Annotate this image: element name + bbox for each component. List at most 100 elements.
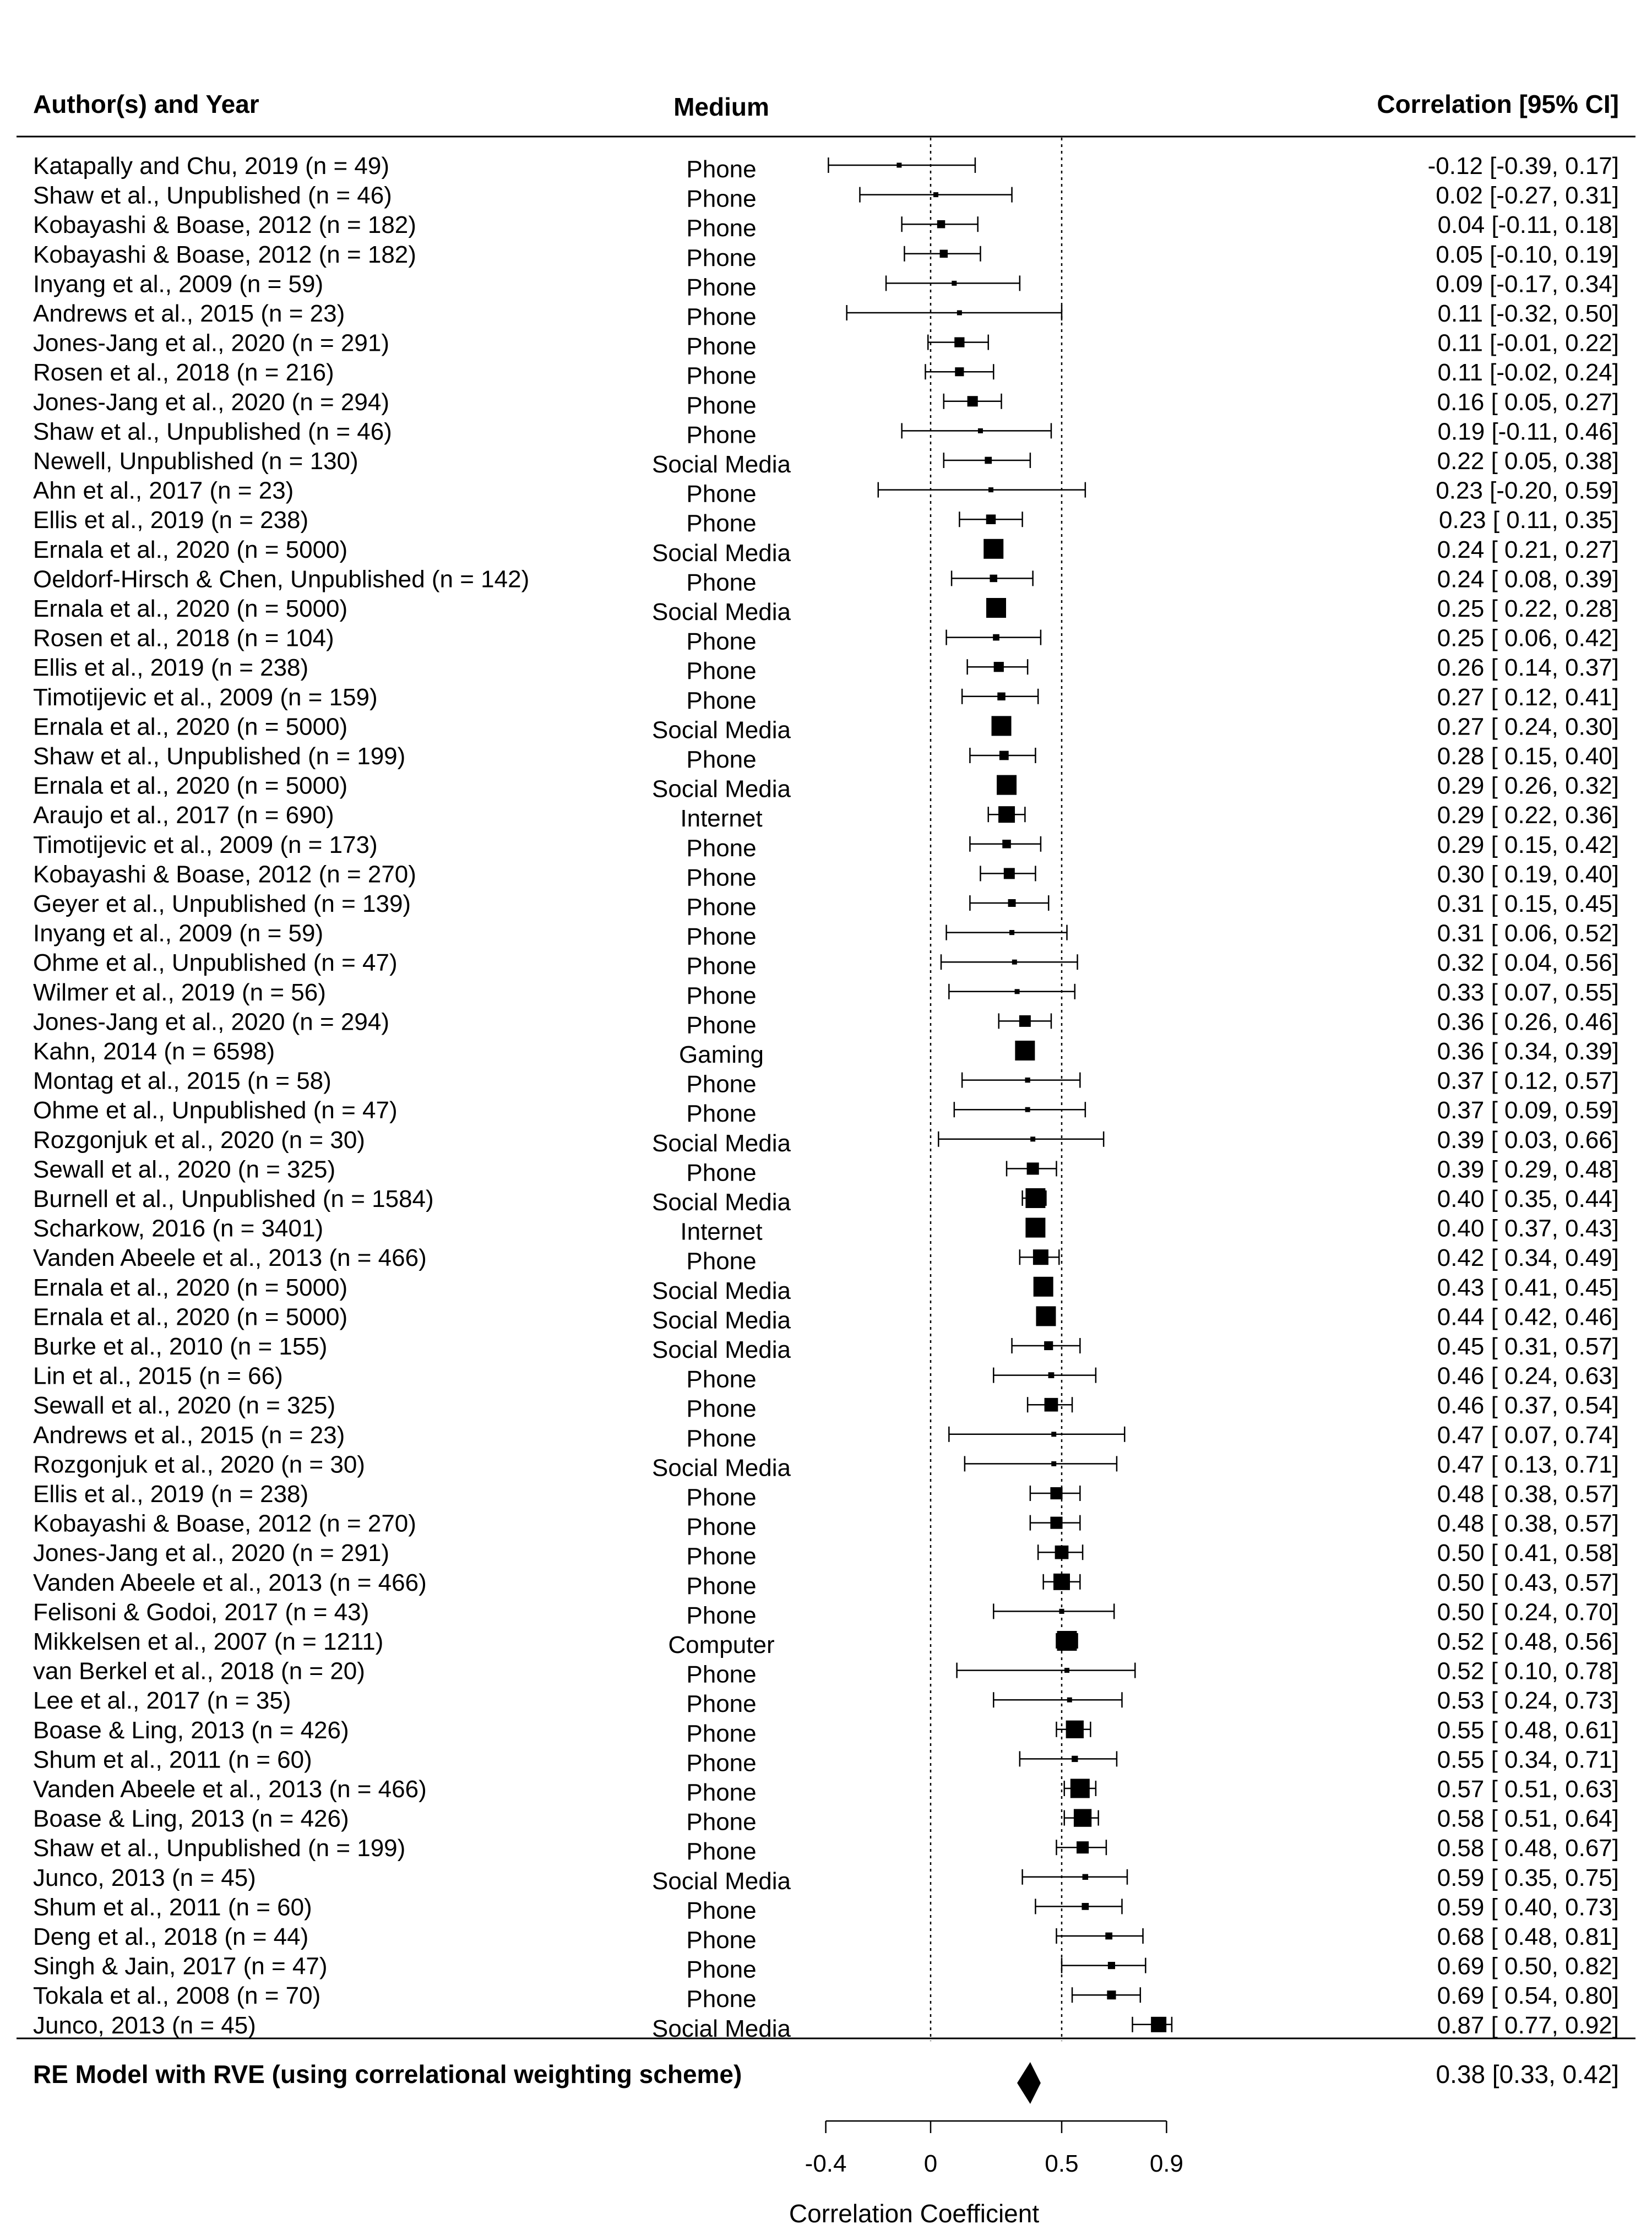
effect-marker [998,806,1015,823]
study-medium: Phone [686,894,756,921]
study-row: Jones-Jang et al., 2020 (n = 294) Phone 0.… [33,1008,1619,1038]
study-label: Ellis et al., 2019 (n = 238) [33,1481,308,1508]
effect-marker [1032,1249,1048,1265]
study-medium: Phone [686,244,756,271]
study-row: Boase & Ling, 2013 (n = 426) Phone 0.58 [ … [33,1805,1619,1836]
study-medium: Phone [686,1602,756,1629]
effect-marker [1050,1487,1063,1500]
effect-marker [896,162,902,168]
study-medium: Phone [686,1366,756,1393]
study-row: Shaw et al., Unpublished (n = 199) Phone 0… [33,1835,1619,1865]
study-medium: Phone [686,1749,756,1776]
study-ci-text: 0.25 [ 0.06, 0.42] [1437,625,1619,652]
study-label: Shaw et al., Unpublished (n = 46) [33,418,392,445]
study-medium: Phone [686,156,756,183]
study-label: Shaw et al., Unpublished (n = 46) [33,182,392,209]
study-label: Shaw et al., Unpublished (n = 199) [33,1835,405,1862]
study-ci-text: 0.29 [ 0.15, 0.42] [1437,831,1619,858]
study-row: Tokala et al., 2008 (n = 70) Phone 0.69 [ … [33,1982,1619,2013]
effect-marker [1082,1874,1089,1880]
study-label: Ernala et al., 2020 (n = 5000) [33,1303,347,1330]
study-ci-text: -0.12 [-0.39, 0.17] [1428,153,1619,180]
study-ci-text: 0.58 [ 0.48, 0.67] [1437,1835,1619,1862]
study-row: Singh & Jain, 2017 (n = 47) Phone 0.69 [ 0… [33,1953,1619,1983]
study-medium: Phone [686,1986,756,2013]
study-medium: Social Media [652,1189,791,1216]
study-medium: Phone [686,864,756,891]
study-medium: Phone [686,303,756,330]
effect-marker [957,310,962,316]
study-medium: Phone [686,1573,756,1600]
study-row: Lin et al., 2015 (n = 66) Phone 0.46 [ 0.2… [33,1363,1619,1393]
study-medium: Phone [686,421,756,448]
study-row: Junco, 2013 (n = 45) Social Media 0.59 [ 0… [33,1864,1619,1895]
study-ci-text: 0.09 [-0.17, 0.34] [1436,270,1619,297]
study-row: Mikkelsen et al., 2007 (n = 1211) Compute… [33,1628,1619,1658]
effect-marker [1105,1932,1113,1940]
study-label: Tokala et al., 2008 (n = 70) [33,1982,320,2009]
study-label: Timotijevic et al., 2009 (n = 173) [33,831,378,858]
study-row: Kobayashi & Boase, 2012 (n = 182) Phone 0.… [33,211,1619,242]
study-row: Lee et al., 2017 (n = 35) Phone 0.53 [ 0.2… [33,1687,1619,1717]
effect-marker [1073,1809,1092,1827]
study-row: Burnell et al., Unpublished (n = 1584) So… [33,1185,1619,1216]
study-medium: Social Media [652,716,791,743]
study-medium: Social Media [652,451,791,478]
effect-marker [983,539,1004,559]
study-ci-text: 0.27 [ 0.24, 0.30] [1437,713,1619,740]
study-row: Ernala et al., 2020 (n = 5000) Social Med… [33,595,1619,626]
study-row: Jones-Jang et al., 2020 (n = 294) Phone 0.… [33,389,1619,419]
study-medium: Phone [686,1779,756,1806]
study-label: Ahn et al., 2017 (n = 23) [33,477,294,504]
study-ci-text: 0.37 [ 0.12, 0.57] [1437,1068,1619,1095]
effect-marker [997,692,1006,701]
effect-marker [977,428,983,433]
study-label: Sewall et al., 2020 (n = 325) [33,1392,335,1419]
study-row: Jones-Jang et al., 2020 (n = 291) Phone 0.… [33,330,1619,360]
study-row: Ohme et al., Unpublished (n = 47) Phone 0.… [33,1097,1619,1127]
study-label: Ernala et al., 2020 (n = 5000) [33,773,347,799]
effect-marker [986,598,1006,618]
study-label: Junco, 2013 (n = 45) [33,2012,256,2039]
study-label: Wilmer et al., 2019 (n = 56) [33,979,326,1006]
study-ci-text: 0.11 [-0.32, 0.50] [1438,300,1619,327]
study-ci-text: 0.36 [ 0.26, 0.46] [1437,1008,1619,1035]
study-ci-text: 0.29 [ 0.26, 0.32] [1437,773,1619,799]
study-row: Ellis et al., 2019 (n = 238) Phone 0.26 [ … [33,654,1619,684]
study-medium: Phone [686,274,756,301]
study-row: Newell, Unpublished (n = 130) Social Medi… [33,448,1619,478]
study-ci-text: 0.55 [ 0.48, 0.61] [1437,1717,1619,1744]
study-medium: Phone [686,1011,756,1038]
effect-marker [1066,1720,1084,1738]
study-medium: Phone [686,1720,756,1747]
study-row: Ernala et al., 2020 (n = 5000) Social Med… [33,1274,1619,1304]
effect-marker [1044,1397,1058,1412]
study-label: Boase & Ling, 2013 (n = 426) [33,1717,349,1744]
effect-marker [1025,1077,1030,1083]
effect-marker [993,634,999,641]
study-row: Sewall et al., 2020 (n = 325) Phone 0.39 [… [33,1156,1619,1186]
study-medium: Phone [686,687,756,714]
study-row: Boase & Ling, 2013 (n = 426) Phone 0.55 [ … [33,1717,1619,1747]
study-ci-text: 0.47 [ 0.13, 0.71] [1437,1451,1619,1478]
study-medium: Phone [686,628,756,655]
study-row: Kobayashi & Boase, 2012 (n = 182) Phone 0.… [33,241,1619,271]
study-medium: Social Media [652,1307,791,1334]
header-medium: Medium [673,93,769,121]
study-ci-text: 0.33 [ 0.07, 0.55] [1437,979,1619,1006]
study-ci-text: 0.42 [ 0.34, 0.49] [1437,1244,1619,1271]
study-medium: Phone [686,215,756,242]
study-medium: Social Media [652,776,791,803]
study-label: Montag et al., 2015 (n = 58) [33,1068,332,1095]
study-medium: Phone [686,1071,756,1098]
study-ci-text: 0.32 [ 0.04, 0.56] [1437,949,1619,976]
study-ci-text: 0.16 [ 0.05, 0.27] [1437,389,1619,416]
study-medium: Phone [686,1425,756,1452]
x-axis: -0.4 0 0.5 0.9 [805,2120,1183,2177]
study-medium: Phone [686,923,756,950]
study-row: Ohme et al., Unpublished (n = 47) Phone 0.… [33,949,1619,980]
study-row: Burke et al., 2010 (n = 155) Social Media… [33,1333,1619,1363]
effect-marker [1044,1341,1053,1351]
study-ci-text: 0.59 [ 0.35, 0.75] [1437,1864,1619,1891]
study-label: Junco, 2013 (n = 45) [33,1864,256,1891]
